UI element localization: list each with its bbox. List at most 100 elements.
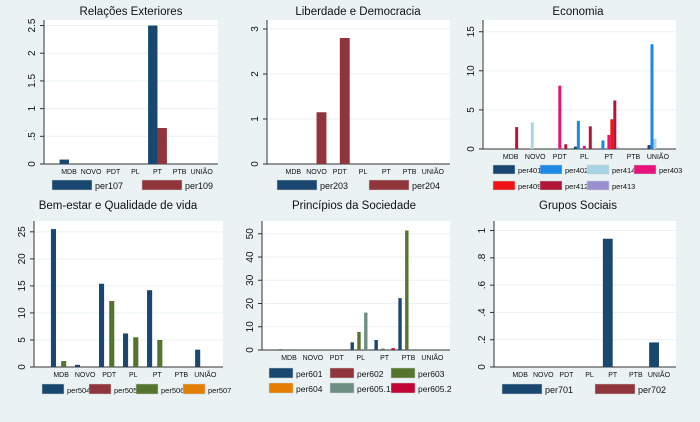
y-tick-label: .4 [477,308,488,317]
x-tick-label: PT [153,169,163,176]
x-tick-label: PL [580,154,589,161]
legend-label: per701 [545,385,573,395]
legend-label: per403 [659,166,682,175]
legend-swatch [390,367,416,379]
bar-per603 [357,331,361,350]
x-tick-label: PTB [402,355,416,362]
x-tick-label: MDB [285,169,301,176]
legend-label: per409 [518,182,541,191]
plot-area [494,221,676,367]
chart-panel: Liberdade e Democracia 0 1 2 3 MDB NOVO PDT PL PT… [250,6,450,191]
bar-per506 [109,301,115,367]
y-tick-label: 2.5 [27,18,38,32]
bar-per504 [195,349,201,367]
y-tick-label: 30 [245,274,256,286]
legend-label: per204 [412,181,440,191]
x-tick-label: UNIÃO [421,353,444,362]
legend-item: per605.1 [329,382,391,394]
bar-per403 [558,85,562,149]
legend-label: per602 [357,369,384,379]
legend-swatch [390,382,416,394]
x-tick-label: PTB [403,169,417,176]
legend-label: per506 [161,386,184,395]
bar-per403 [607,134,611,149]
x-tick-label: PL [131,169,140,176]
legend-label: per605.2 [418,384,452,394]
bar-per701 [649,342,659,367]
legend-swatch [368,179,410,191]
legend-label: per402 [565,166,588,175]
legend-swatch [539,180,563,191]
chart-title: Relações Exteriores [80,6,183,18]
legend-swatch [492,164,516,175]
y-tick-label: 3 [250,26,261,32]
chart-panel: Bem-estar e Qualidade de vida 0 5 10 15 20 25 M… [17,200,231,395]
chart-title: Bem-estar e Qualidade de vida [39,200,198,212]
y-tick-label: 0 [250,161,261,167]
bar-per402 [650,44,654,150]
legend-item: per402 [539,164,588,175]
legend-item: per414 [586,164,635,175]
bar-per601 [278,349,283,350]
legend-swatch [329,382,355,394]
legend-item: per601 [268,367,323,379]
legend-item: per507 [182,383,231,395]
legend-swatch [276,179,318,191]
y-tick-label: 5 [17,337,28,343]
x-tick-label: UNIÃO [194,370,217,379]
legend-item: per413 [586,180,635,191]
x-tick-label: MDB [281,355,297,362]
bar-per504 [123,333,129,367]
y-tick-label: 1.5 [27,74,38,88]
legend-item: per604 [268,382,323,394]
bar-per601 [398,298,402,350]
x-tick-label: PTB [629,372,643,379]
y-tick-label: 2 [27,50,38,56]
y-tick-label: .2 [477,335,488,344]
bar-per412 [564,144,568,149]
bar-per506 [133,337,139,367]
legend-item: per701 [501,383,573,395]
legend-label: per107 [95,181,123,191]
bar-per504 [98,283,105,367]
y-tick-label: 10 [245,321,256,333]
legend-swatch [135,383,159,395]
y-tick-label: 1 [250,116,261,122]
legend-label: per203 [320,181,348,191]
y-tick-label: 1 [27,105,38,111]
x-tick-label: MDB [503,154,519,161]
x-tick-label: PTB [627,154,641,161]
legend-swatch [594,383,636,395]
bar-per605-1 [364,312,368,350]
y-tick-label: 40 [245,251,256,263]
x-tick-label: NOVO [303,355,324,362]
legend-swatch [141,179,183,191]
bar-per402 [601,140,605,149]
x-tick-label: PT [382,169,392,176]
bar-per401 [573,146,577,149]
legend-label: per605.1 [357,384,391,394]
legend-label: per702 [638,385,666,395]
legend-swatch [268,382,294,394]
y-tick-label: 10 [17,307,28,319]
chart-title: Grupos Sociais [539,200,617,212]
x-tick-label: UNIÃO [191,167,214,176]
legend-item: per506 [135,383,184,395]
x-tick-label: PL [356,355,365,362]
bar-per701 [602,238,613,367]
x-tick-label: MDB [512,372,528,379]
plot-area [262,221,450,350]
x-tick-label: PTB [174,372,188,379]
legend-label: per504 [67,386,90,395]
chart-title: Economia [552,6,604,18]
legend-item: per109 [141,179,213,191]
bar-per414 [530,122,534,149]
x-tick-label: PDT [102,372,117,379]
x-tick-label: NOVO [525,154,546,161]
bar-per504 [74,364,81,367]
x-tick-label: UNIÃO [422,167,445,176]
legend-label: per601 [296,369,323,379]
bar-per107 [59,159,69,164]
x-tick-label: PT [380,355,390,362]
legend-swatch [586,180,610,191]
